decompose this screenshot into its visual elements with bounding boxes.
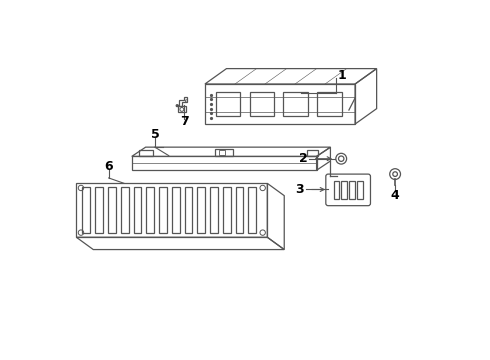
Bar [216, 93, 241, 116]
Text: 6: 6 [104, 160, 113, 173]
Bar [134, 187, 141, 233]
Bar [334, 181, 339, 199]
Bar [236, 187, 244, 233]
Bar [223, 187, 231, 233]
Text: 2: 2 [299, 152, 308, 165]
Bar [159, 187, 167, 233]
Bar [318, 93, 342, 116]
Bar [357, 181, 363, 199]
Bar [132, 156, 317, 170]
Bar [108, 187, 116, 233]
Bar [349, 181, 355, 199]
Bar [283, 93, 308, 116]
Bar [215, 149, 233, 156]
Bar [121, 187, 128, 233]
Bar [76, 183, 268, 237]
Bar [249, 93, 274, 116]
Bar [147, 187, 154, 233]
Bar [178, 106, 186, 112]
Bar [185, 187, 192, 233]
Text: 4: 4 [391, 189, 399, 202]
Bar [197, 187, 205, 233]
Bar [172, 187, 179, 233]
Text: 5: 5 [150, 128, 159, 141]
Bar [219, 150, 225, 155]
Bar [248, 187, 256, 233]
Bar [210, 187, 218, 233]
Text: 1: 1 [338, 69, 346, 82]
Bar [307, 150, 318, 156]
Text: 3: 3 [295, 183, 304, 196]
Bar [82, 187, 90, 233]
Bar [205, 84, 355, 124]
Bar [95, 187, 103, 233]
Bar [342, 181, 347, 199]
Bar [140, 150, 153, 156]
Text: 7: 7 [180, 115, 189, 128]
